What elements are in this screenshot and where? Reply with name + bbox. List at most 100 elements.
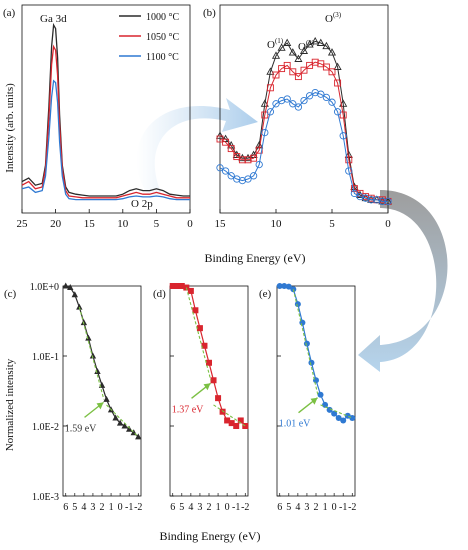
panel-b-point-1100 °C xyxy=(216,164,224,172)
panel-c-label: (c) xyxy=(4,288,17,300)
log-point-(d) xyxy=(237,417,244,424)
plot-layer: 25 20 15 10 5 0 15 10 5 01.0E+01.0E-11.0E-21.0E-3… xyxy=(17,22,393,513)
log-point-(d) xyxy=(169,283,176,289)
log-xtick-label: -1 xyxy=(232,502,240,513)
panel-b-point-1100 °C xyxy=(311,88,319,97)
log-xtick-label: 1 xyxy=(216,502,221,513)
panel-b-point-1100 °C xyxy=(277,96,286,105)
panel-c-ytick-label: 1.0E+0 xyxy=(30,282,59,293)
curved-arrow-a-to-b xyxy=(136,98,258,198)
log-point-(c) xyxy=(76,303,83,310)
log-point-(d) xyxy=(233,423,240,429)
fit-line-(e) xyxy=(292,289,319,395)
log-point-(c) xyxy=(89,352,97,359)
legend-panel-a: 1000 °C 1050 °C 1100 °C xyxy=(119,12,179,63)
log-point-(d) xyxy=(174,283,181,289)
log-point-(d) xyxy=(224,417,231,424)
panel-b-label: (b) xyxy=(203,7,216,19)
log-xtick-label: -1 xyxy=(125,502,133,513)
panel-b-xtick-label: 15 xyxy=(215,218,227,230)
log-xtick-label: 2 xyxy=(314,502,319,513)
baseline-fit-(c) xyxy=(106,404,139,438)
panel-b-point-1100 °C xyxy=(244,175,252,183)
panel-b-point-1100 °C xyxy=(378,197,387,206)
log-point-(d) xyxy=(178,283,185,289)
log-xtick-label: 0 xyxy=(225,502,230,513)
log-point-(c) xyxy=(135,433,142,440)
panel-b-frame xyxy=(219,4,389,214)
log-xtick-label: 2 xyxy=(207,502,212,513)
log-xtick-label: -1 xyxy=(339,502,347,513)
bottom-x-axis-label: Binding Energy (eV) xyxy=(159,529,260,543)
panel-b-point-1000 °C xyxy=(299,46,309,54)
panel-e-label: (e) xyxy=(259,288,272,300)
panel-b-point-1100 °C xyxy=(238,176,247,185)
panel-b-point-1000 °C xyxy=(221,134,230,142)
panel-a-frame xyxy=(21,4,191,214)
panel-b-point-1100 °C xyxy=(266,108,275,116)
log-xtick-label: 5 xyxy=(286,502,291,513)
gap-label-(d): 1.37 eV xyxy=(172,404,204,415)
log-point-(e) xyxy=(322,401,329,408)
log-point-(c) xyxy=(116,419,124,426)
panel-b-point-1000 °C xyxy=(333,62,342,70)
panel-b-point-1000 °C xyxy=(260,99,269,107)
panel-b-point-1100 °C xyxy=(317,90,325,98)
baseline-fit-(d) xyxy=(213,404,246,427)
log-point-(d) xyxy=(228,420,235,427)
panel-a-label: (a) xyxy=(3,7,16,19)
log-point-(d) xyxy=(206,359,212,366)
panel-b-point-1000 °C xyxy=(316,38,325,46)
panel-b-point-1100 °C xyxy=(305,92,314,100)
log-point-(d) xyxy=(192,307,199,314)
log-xtick-label: 1 xyxy=(323,502,328,513)
panel-b-point-1100 °C xyxy=(367,196,375,204)
log-xtick-label: 5 xyxy=(179,502,184,513)
log-xtick-label: 4 xyxy=(81,502,86,513)
log-xtick-label: 4 xyxy=(295,502,300,513)
panel-b-xtick-label: 5 xyxy=(329,218,335,230)
panel-b-point-1000 °C xyxy=(311,36,320,45)
log-point-(e) xyxy=(281,283,288,289)
panel-b-point-1050 °C xyxy=(272,71,280,79)
panel-b-point-1000 °C xyxy=(288,48,297,56)
log-xtick-label: 3 xyxy=(90,502,95,513)
log-point-(e) xyxy=(331,410,338,417)
log-xtick-label: 6 xyxy=(170,502,175,513)
panel-b-point-1100 °C xyxy=(221,167,230,175)
log-point-(e) xyxy=(317,391,324,398)
panel-a-line-1000 °C xyxy=(21,22,190,197)
log-xtick-label: 0 xyxy=(332,502,337,513)
panel-b-point-1050 °C xyxy=(261,111,269,119)
panel-b-point-1100 °C xyxy=(322,93,331,102)
panel-b-point-1000 °C xyxy=(283,38,292,46)
log-xtick-label: -2 xyxy=(134,502,142,513)
log-point-(c) xyxy=(126,425,133,432)
log-point-(e) xyxy=(285,283,292,290)
panel-b-point-1100 °C xyxy=(261,128,269,137)
baseline-fit-(e) xyxy=(320,404,353,419)
log-point-(c) xyxy=(62,282,69,289)
panel-b-point-1100 °C xyxy=(333,108,342,116)
panel-b-point-1000 °C xyxy=(243,153,253,162)
log-point-(e) xyxy=(303,340,310,347)
log-point-(c) xyxy=(67,284,74,291)
log-point-(c) xyxy=(121,422,128,429)
panel-b-point-1100 °C xyxy=(283,95,291,103)
legend-label-1000: 1000 °C xyxy=(146,12,179,23)
panel-b-point-1100 °C xyxy=(289,100,297,108)
log-xtick-label: 5 xyxy=(72,502,77,513)
log-point-(d) xyxy=(201,342,208,349)
panel-a-xtick-label: 0 xyxy=(187,218,193,230)
log-point-(e) xyxy=(294,301,301,308)
o2p-label: O 2p xyxy=(131,198,153,210)
intercept-arrowhead-(e) xyxy=(310,397,318,405)
panel-b-point-1100 °C xyxy=(272,100,280,108)
panel-b-point-1050 °C xyxy=(266,84,274,92)
panel-b-point-1050 °C xyxy=(289,68,297,76)
panel-b-point-1000 °C xyxy=(305,40,314,48)
panel-b-point-1100 °C xyxy=(227,172,235,180)
panel-a-xtick-label: 10 xyxy=(117,218,129,230)
panel-b-point-1000 °C xyxy=(271,51,281,59)
panel-b-point-1050 °C xyxy=(250,154,258,162)
